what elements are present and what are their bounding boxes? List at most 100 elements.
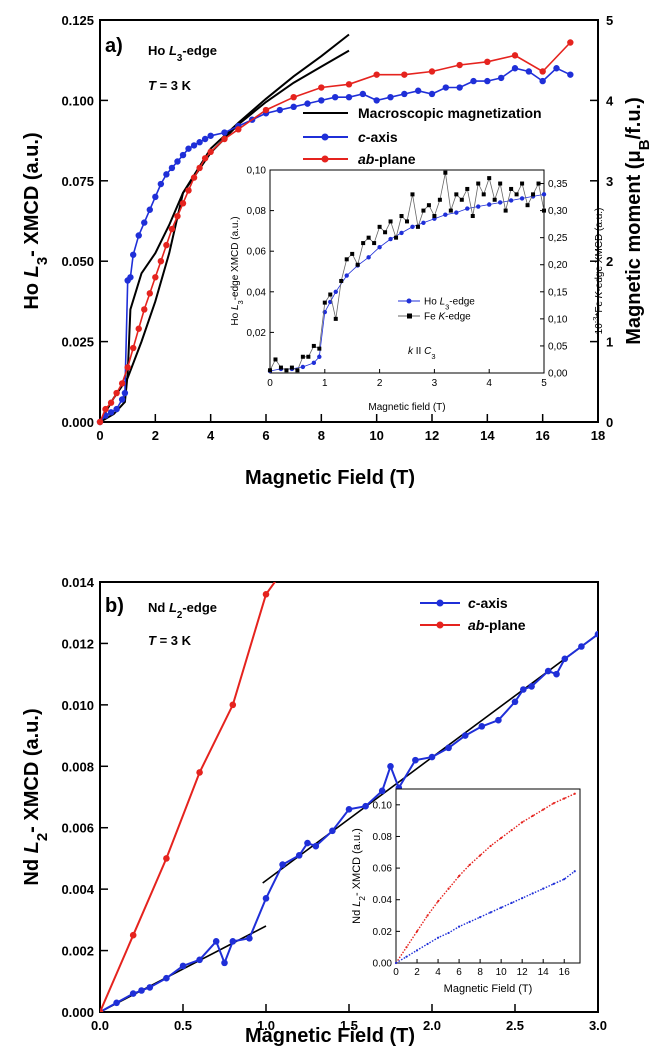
panel-b-series-c-axis-point — [478, 723, 486, 730]
panel-a-inset-y-tick-label: 0,04 — [247, 287, 267, 298]
panel-b-inset-y-tick-label: 0.02 — [373, 927, 393, 938]
panel-a-plot-frame — [99, 19, 599, 423]
panel-a-x-tick-label: 4 — [207, 428, 215, 443]
panel-b-inset-x-tick-label: 6 — [456, 967, 462, 978]
panel-a-inset-y-tick-label: 0,10 — [247, 166, 267, 177]
panel-b-inset-x-tick-label: 10 — [496, 967, 508, 978]
panel-a-inset-series-fe-k-edge-point — [361, 241, 366, 246]
panel-a-edge-annotation: Ho L3-edge — [148, 43, 217, 64]
panel-a-inset-series-ho-l3-edge-point — [333, 289, 338, 294]
panel-a-inset-series-fe-k-edge-point — [503, 208, 508, 213]
panel-a-inset-right-tick-label: 0,10 — [548, 314, 568, 325]
panel-a-series-ab-plane-point — [539, 68, 546, 75]
panel-a-series-c-axis-point — [127, 274, 134, 281]
panel-b: 0.0 0.5 1.0 1.5 2.0 2.5 3.00.0000.0020.0040.00… — [21, 575, 607, 1047]
panel-a-inset-series-fe-k-edge-point — [394, 235, 399, 240]
panel-a-legend: Macroscopic magnetization c-axis ab-plane — [303, 105, 542, 167]
panel-a-series-ab-plane-point — [235, 126, 242, 133]
panel-b-series-ab-plane-point — [163, 855, 170, 862]
panel-b-inset-series-c-axis-point — [405, 955, 408, 958]
panel-b-inset-series-c-axis-point — [468, 920, 471, 923]
panel-a-inset-series-fe-k-edge-point — [448, 208, 453, 213]
panel-b-series-ab-plane-point — [129, 931, 137, 939]
panel-a-inset-series-ho-l3-edge-point — [497, 200, 503, 205]
panel-a-series-ab-plane-point — [141, 306, 148, 313]
panel-a-inset-series-fe-k-edge-point — [322, 300, 327, 305]
panel-a-series-ab-plane-point — [113, 389, 120, 397]
panel-b-inset-series-c-axis-point — [531, 892, 534, 895]
panel-b-inset-series-ab-plane-point — [405, 946, 408, 949]
panel-a-legend-marker — [321, 133, 329, 141]
panel-b-series-c-axis-point — [179, 962, 187, 970]
panel-b-legend-marker — [436, 621, 444, 629]
panel-a-series-c-axis-point — [290, 103, 297, 111]
panel-a-inset-series-ho-l3-edge-point — [344, 273, 349, 278]
panel-a-series-c-axis-point — [190, 142, 198, 149]
panel-b-series-c-axis-point — [528, 683, 535, 690]
panel-a-inset-y-tick-label: 0,08 — [247, 206, 267, 217]
panel-a-right-tick-label: 5 — [606, 13, 613, 28]
panel-a-inset-series-fe-k-edge-point — [426, 203, 431, 208]
panel-a-inset-x-tick-label: 3 — [432, 378, 438, 389]
panel-a-series-ab-plane-point — [190, 174, 198, 181]
panel-a-inset-right-tick-label: 0,00 — [548, 369, 568, 380]
panel-a-inset-y-tick-label: 0,06 — [247, 247, 267, 258]
panel-a-right-tick-label: 2 — [606, 254, 613, 269]
panel-a-series-c-axis-point — [318, 97, 325, 104]
panel-b-x-tick-label: 0.5 — [174, 1018, 192, 1033]
panel-a-inset-series-fe-k-edge-point — [295, 368, 300, 373]
panel-b-x-axis-label: Magnetic Field (T) — [245, 1025, 415, 1047]
panel-a-temperature-annotation: T = 3 K — [148, 78, 192, 93]
panel-a-inset-x-axis-label: Magnetic field (T) — [368, 402, 445, 413]
panel-b-inset-y-tick-label: 0.00 — [373, 959, 393, 970]
panel-a-series-c-axis-point — [221, 129, 228, 136]
panel-b-series-c-axis-point — [578, 643, 585, 650]
panel-b-y-tick-label: 0.002 — [61, 944, 94, 959]
panel-b-series-ab-plane-point — [100, 1008, 104, 1012]
panel-a-series-c-axis-point — [185, 145, 192, 152]
panel-b-series-c-axis-point — [544, 667, 552, 675]
panel-a-inset-series-ho-l3-edge-point — [519, 196, 525, 201]
panel-b-series-c-axis-point — [146, 984, 154, 991]
panel-b-series-c-axis-point — [295, 852, 303, 859]
panel-a-inset-y-tick-label: 0,02 — [247, 328, 267, 339]
panel-b-x-tick-label: 2.5 — [506, 1018, 524, 1033]
panel-a-series-c-axis-point — [484, 77, 491, 85]
panel-a-series-c-axis-point — [146, 206, 153, 213]
panel-a-series-ab-plane-point — [130, 344, 137, 352]
panel-b-y-tick-label: 0.006 — [61, 821, 94, 836]
panel-b-series-c-axis-point — [461, 732, 469, 739]
panel-a-series-c-axis-point — [525, 68, 533, 75]
panel-a-series-c-axis-point — [207, 132, 214, 139]
panel-a-x-tick-label: 2 — [152, 428, 159, 443]
panel-b-y-tick-label: 0.000 — [61, 1005, 94, 1020]
panel-b-inset-series-c-axis-point — [500, 906, 503, 909]
panel-b-inset-x-tick-label: 8 — [477, 967, 483, 978]
panel-a-inset-series-fe-k-edge-point — [339, 278, 344, 283]
panel-a-inset-series-ho-l3-edge-point — [410, 224, 415, 230]
panel-a-series-ab-plane-point — [201, 155, 209, 162]
panel-b-series-c-axis-point — [511, 698, 519, 706]
panel-a-x-tick-label: 8 — [318, 428, 325, 443]
panel-b-series-c-axis-point — [495, 716, 502, 724]
panel-b-inset-x-tick-label: 0 — [393, 967, 399, 978]
panel-b-y-tick-label: 0.012 — [61, 636, 94, 651]
panel-a-series-ab-plane-point — [107, 399, 115, 406]
panel-a-series-ab-plane-point — [511, 52, 519, 59]
panel-b-inset-series-ab-plane-point — [468, 863, 471, 867]
panel-b-inset-series-ab-plane-point — [457, 874, 461, 878]
panel-a-inset-series-ho-l3-edge-point — [541, 192, 547, 197]
panel-a-inset-series-fe-k-edge-point — [350, 251, 355, 256]
panel-a-series-c-axis-point — [428, 90, 436, 98]
panel-a-series-ab-plane-point — [318, 84, 325, 91]
panel-b-y-tick-label: 0.014 — [61, 575, 94, 590]
panel-b-inset-x-tick-label: 14 — [538, 967, 550, 978]
panel-b-series-c-axis-point — [304, 839, 311, 847]
panel-a-inset-legend-label: Fe K-edge — [424, 312, 471, 323]
panel-a-inset-x-tick-label: 5 — [541, 378, 547, 389]
panel-b-legend-label: c-axis — [468, 595, 508, 611]
panel-a-series-c-axis-point — [152, 193, 159, 201]
panel-b-inset-series-ab-plane-point — [447, 887, 450, 890]
panel-b-inset-series-ab-plane-point — [500, 836, 503, 840]
